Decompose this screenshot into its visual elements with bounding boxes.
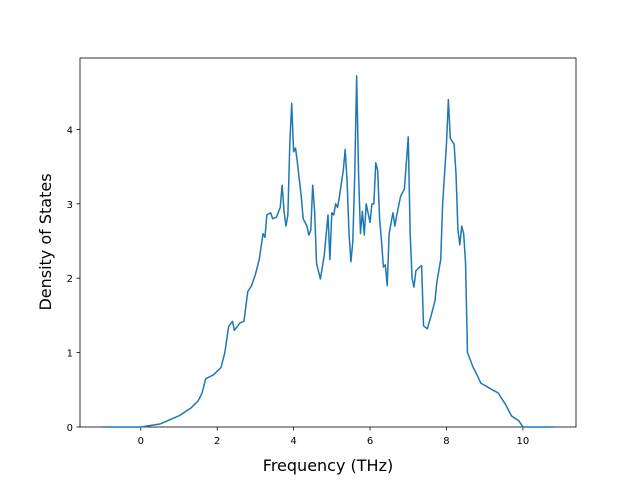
x-tick-label: 0	[138, 436, 144, 447]
y-axis-label: Density of States	[36, 173, 55, 310]
plot-frame	[79, 57, 577, 428]
x-tick-label: 6	[367, 436, 373, 447]
line-series	[102, 75, 554, 428]
y-tick-label: 3	[67, 200, 73, 211]
x-tick-label: 10	[517, 436, 530, 447]
y-tick-label: 0	[67, 423, 73, 434]
x-axis-label: Frequency (THz)	[263, 456, 393, 475]
x-tick-label: 2	[214, 436, 220, 447]
y-tick-label: 4	[67, 125, 73, 136]
x-tick-label: 8	[443, 436, 449, 447]
y-tick-label: 2	[67, 274, 73, 285]
y-tick-label: 1	[67, 349, 73, 360]
x-tick-label: 4	[290, 436, 296, 447]
